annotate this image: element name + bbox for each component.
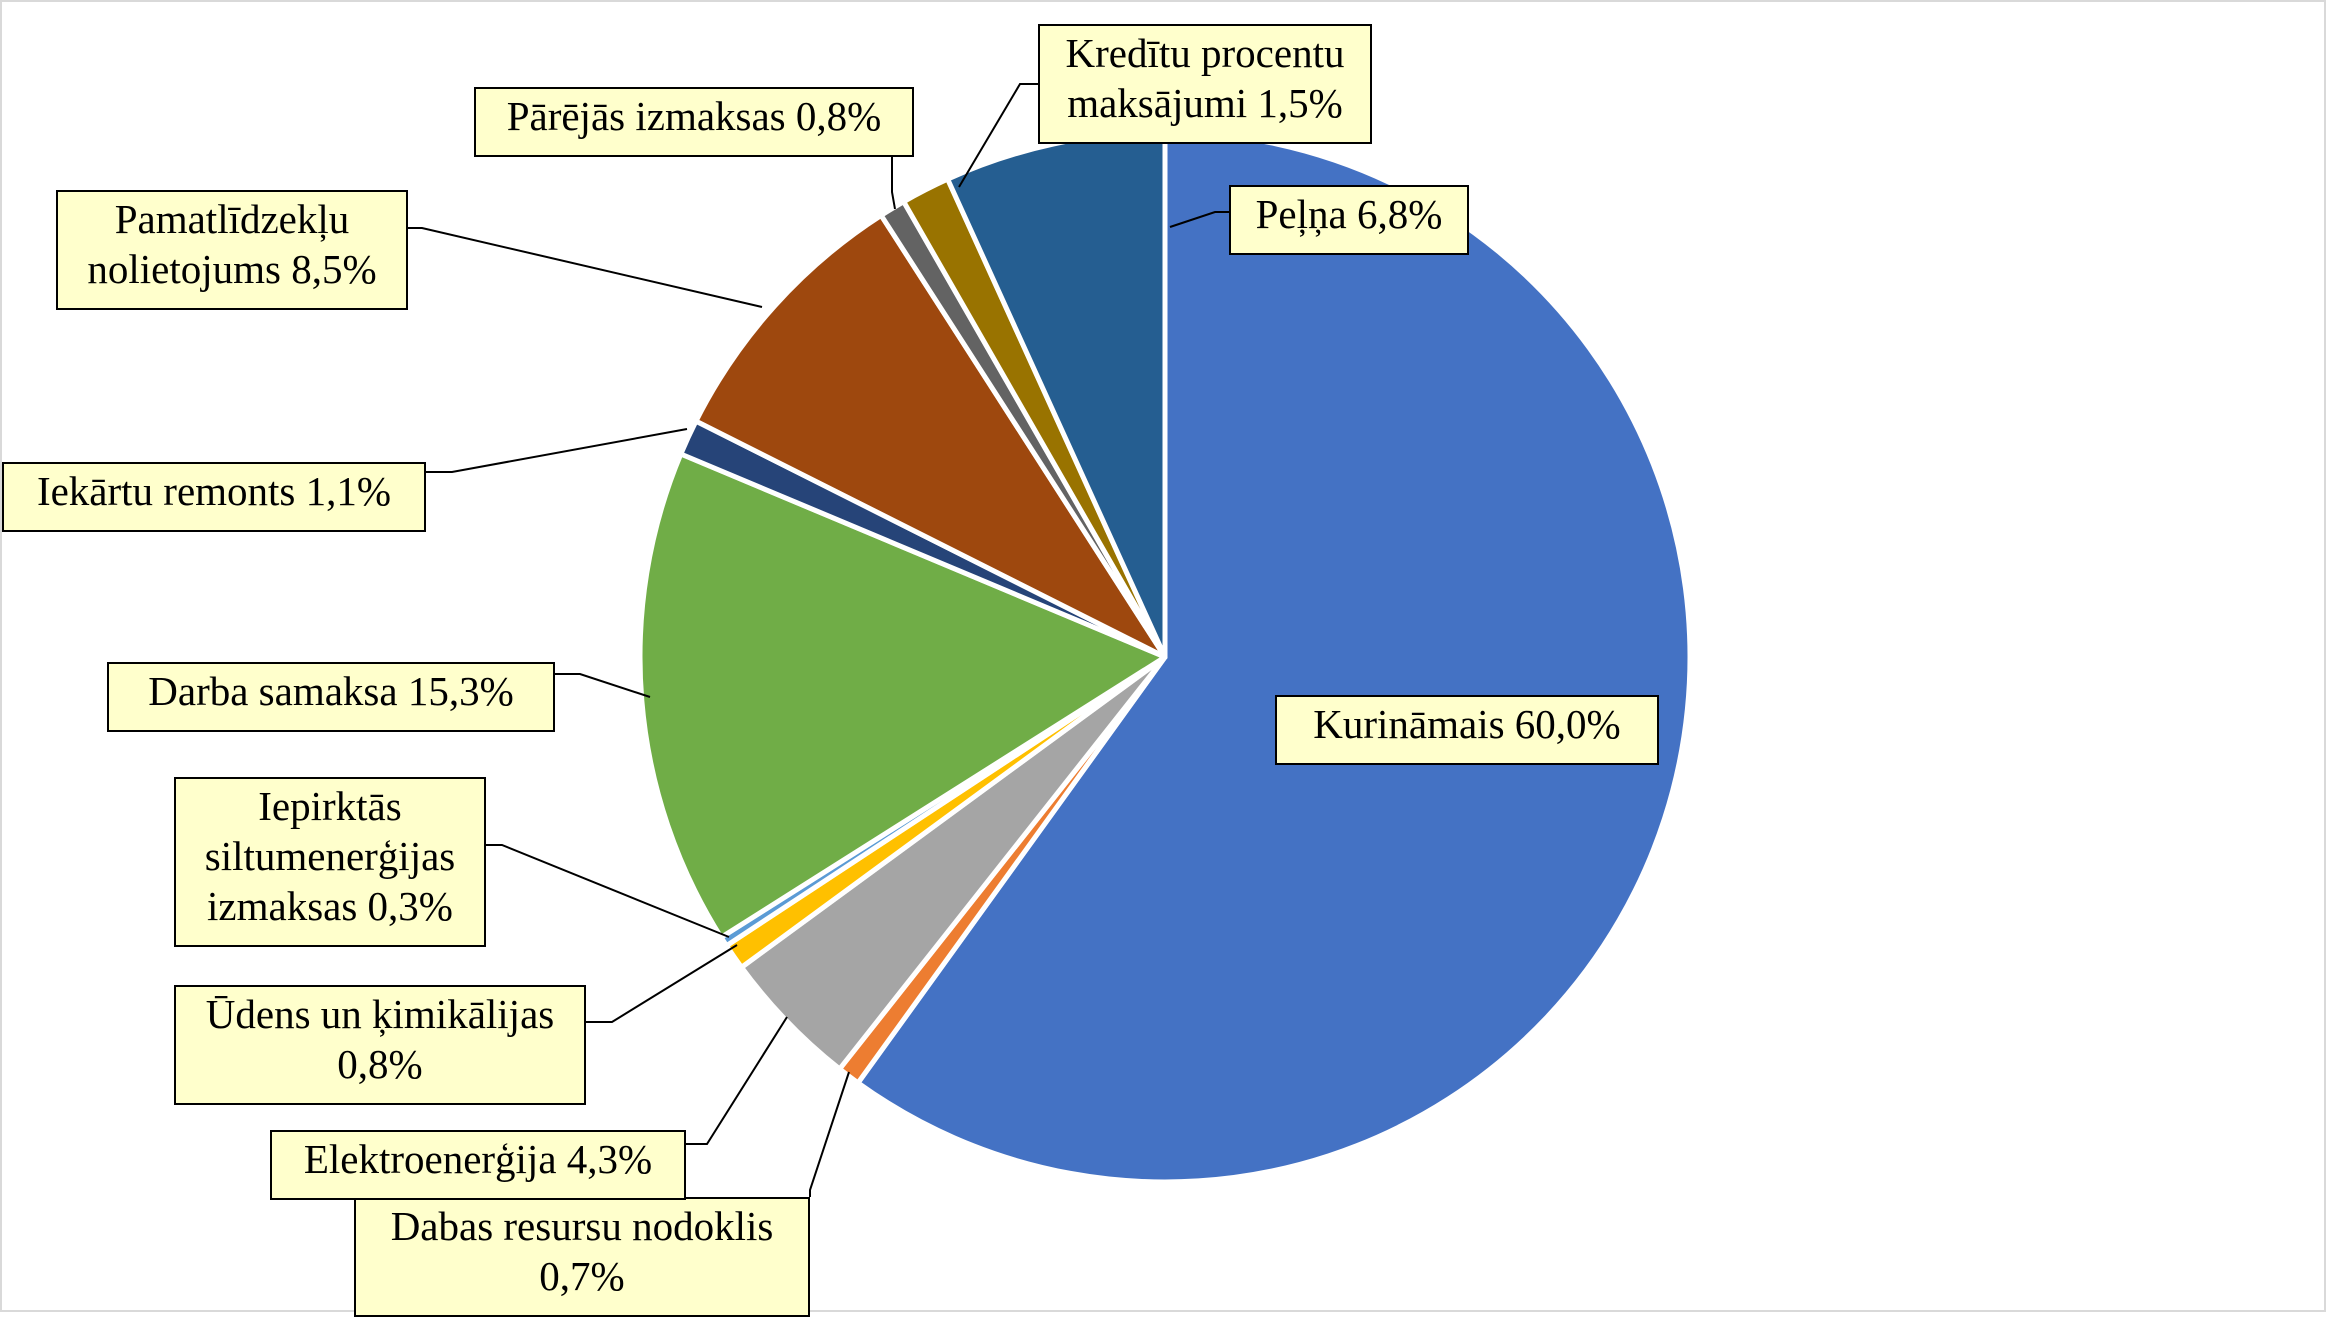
leader-line-3 [686, 1016, 788, 1145]
data-label-7: Iekārtu remonts 1,1% [2, 462, 426, 532]
data-label-2: Dabas resursu nodoklis 0,7% [354, 1197, 810, 1317]
data-label-11: Peļņa 6,8% [1229, 185, 1469, 255]
data-label-10: Kredītu procentu maksājumi 1,5% [1038, 24, 1372, 144]
leader-line-6 [555, 673, 651, 698]
data-label-9: Pārējās izmaksas 0,8% [474, 87, 914, 157]
leader-line-4 [586, 944, 738, 1023]
leader-line-7 [426, 428, 688, 473]
leader-line-11 [1169, 211, 1229, 228]
leader-line-8 [408, 227, 763, 308]
leader-line-9 [891, 157, 896, 210]
data-label-5: Iepirktās siltumenerģijas izmaksas 0,3% [174, 777, 486, 947]
data-label-6: Darba samaksa 15,3% [107, 662, 555, 732]
pie-slice-8 [693, 212, 1168, 660]
data-label-1: Kurināmais 60,0% [1275, 695, 1659, 765]
data-label-4: Ūdens un ķimikālijas 0,8% [174, 985, 586, 1105]
data-label-3: Elektroenerģija 4,3% [270, 1130, 686, 1200]
leader-line-5 [486, 844, 730, 938]
leader-line-2 [809, 1071, 850, 1197]
pie-slice-6 [637, 451, 1168, 940]
data-label-8: Pamatlīdzekļu nolietojums 8,5% [56, 190, 408, 310]
leader-line-10 [958, 83, 1038, 188]
